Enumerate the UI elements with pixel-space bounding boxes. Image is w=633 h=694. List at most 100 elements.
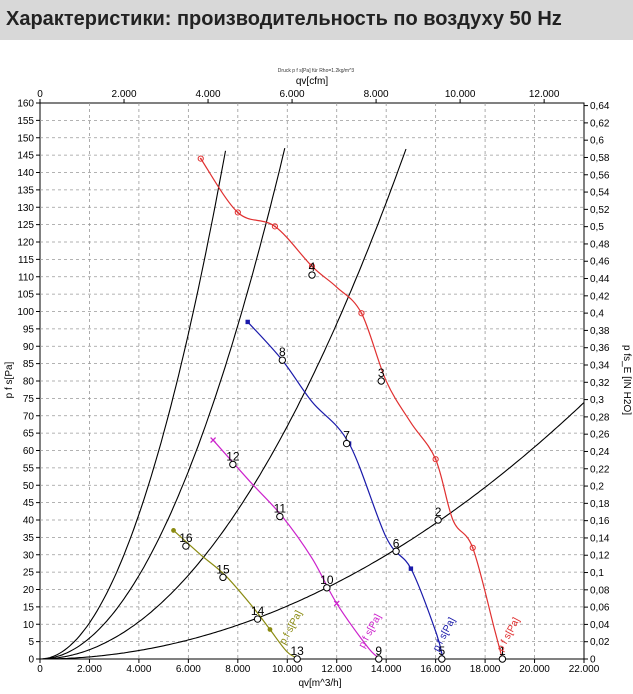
x-tick-label: 18.000 [470,664,501,675]
y2-tick-label: 0,02 [590,637,610,648]
data-point [271,223,279,230]
y-tick-label: 110 [18,272,34,283]
y-tick-label: 60 [23,446,35,457]
y2-axis-label: p fs_E [IN H2O] [621,345,632,415]
x2-tick-label: 6.000 [280,89,305,100]
y2-tick-label: 0,46 [590,257,610,268]
x2-tick-label: 0 [37,89,43,100]
y-tick-label: 125 [17,220,34,231]
operating-point-label: 7 [343,429,350,443]
data-point [469,544,476,551]
operating-point [323,584,331,592]
y-tick-label: 145 [17,151,34,162]
data-point-dot [471,546,474,549]
operating-point [229,460,237,469]
data-point [245,319,250,325]
y-tick-label: 140 [17,168,34,179]
operating-point [438,655,446,663]
operating-point [377,377,385,385]
y-tick-label: 160 [17,99,34,110]
operating-point [182,542,190,550]
operating-point [293,655,301,663]
data-point [308,263,316,270]
y-tick-label: 120 [17,238,34,249]
y-tick-label: 10 [23,620,35,631]
y2-tick-label: 0,36 [590,343,610,354]
operating-point-label: 15 [216,562,230,576]
operating-point-label: 9 [375,644,382,658]
operating-point [219,573,227,582]
data-point-dot [274,225,276,228]
y-axis-label: p f s[Pa] [4,361,15,398]
y2-tick-label: 0,08 [590,585,610,596]
y2-tick-label: 0,14 [590,533,610,544]
y-tick-label: 85 [23,359,35,370]
y2-tick-label: 0,06 [590,603,610,614]
data-point-dot [236,211,239,214]
chart-title: Druck p f s[Pa] für Rho=1.2kg/m^3 [278,68,355,74]
y-tick-label: 70 [23,411,35,422]
data-point [432,456,439,463]
operating-point-label: 16 [179,531,193,545]
operating-point-label: 11 [274,502,287,516]
data-point [267,627,273,632]
y2-tick-label: 0,56 [590,170,610,181]
x2-tick-label: 8.000 [364,89,389,100]
y2-tick-label: 0,58 [590,153,610,164]
y-tick-label: 30 [23,550,35,561]
y2-tick-label: 0,16 [590,516,610,527]
y2-tick-label: 0,18 [590,499,610,510]
x-tick-label: 14.000 [371,664,402,675]
system-curve [40,148,407,660]
x2-axis-label: qv[cfm] [296,76,328,87]
y2-tick-label: 0,44 [590,274,610,285]
y-tick-label: 40 [23,516,35,527]
x2-tick-label: 4.000 [196,89,221,100]
y-tick-label: 50 [23,481,35,492]
y2-tick-label: 0,38 [590,326,610,337]
operating-point [342,439,351,448]
data-point [358,310,365,317]
y2-tick-label: 0,48 [590,239,610,250]
data-point-dot [199,157,202,160]
operating-point [276,512,284,521]
y2-tick-label: 0,24 [590,447,610,458]
y2-tick-label: 0,42 [590,291,610,302]
y2-tick-label: 0,5 [590,222,604,233]
fan-curve-4 [173,529,300,660]
x-tick-label: 8.000 [225,664,250,675]
operating-point-label: 14 [251,604,265,618]
operating-point-label: 4 [309,260,316,274]
operating-point-label: 1 [499,644,506,658]
y-tick-label: 35 [23,533,35,544]
operating-point-label: 6 [393,536,400,550]
y2-tick-label: 0 [590,655,596,666]
y2-tick-label: 0,32 [590,378,610,389]
y-tick-label: 130 [17,203,34,214]
system-curve [39,150,227,660]
page-title: Характеристики: производительность по во… [6,8,562,30]
x-tick-label: 12.000 [321,664,352,675]
x2-tick-label: 12.000 [529,89,560,100]
x-tick-label: 10.000 [272,664,303,675]
x-tick-label: 20.000 [519,664,550,675]
y-tick-label: 20 [23,585,35,596]
y-tick-label: 155 [17,116,34,127]
title-bar: Характеристики: производительность по во… [0,0,633,40]
operating-point [498,655,507,663]
x2-tick-label: 10.000 [445,89,476,100]
operating-point [253,615,262,623]
y-tick-label: 75 [23,394,35,405]
y-tick-label: 105 [17,290,34,301]
y-tick-label: 80 [23,377,35,388]
x-tick-label: 4.000 [126,664,151,675]
y2-tick-label: 0,3 [590,395,604,406]
y2-tick-label: 0,52 [590,205,610,216]
x-tick-label: 2.000 [77,664,102,675]
x-axis-label: qv[m^3/h] [298,678,341,689]
y-tick-label: 115 [18,255,34,266]
data-point [333,600,340,607]
y2-tick-label: 0,22 [590,464,610,475]
y-tick-label: 15 [23,602,35,613]
